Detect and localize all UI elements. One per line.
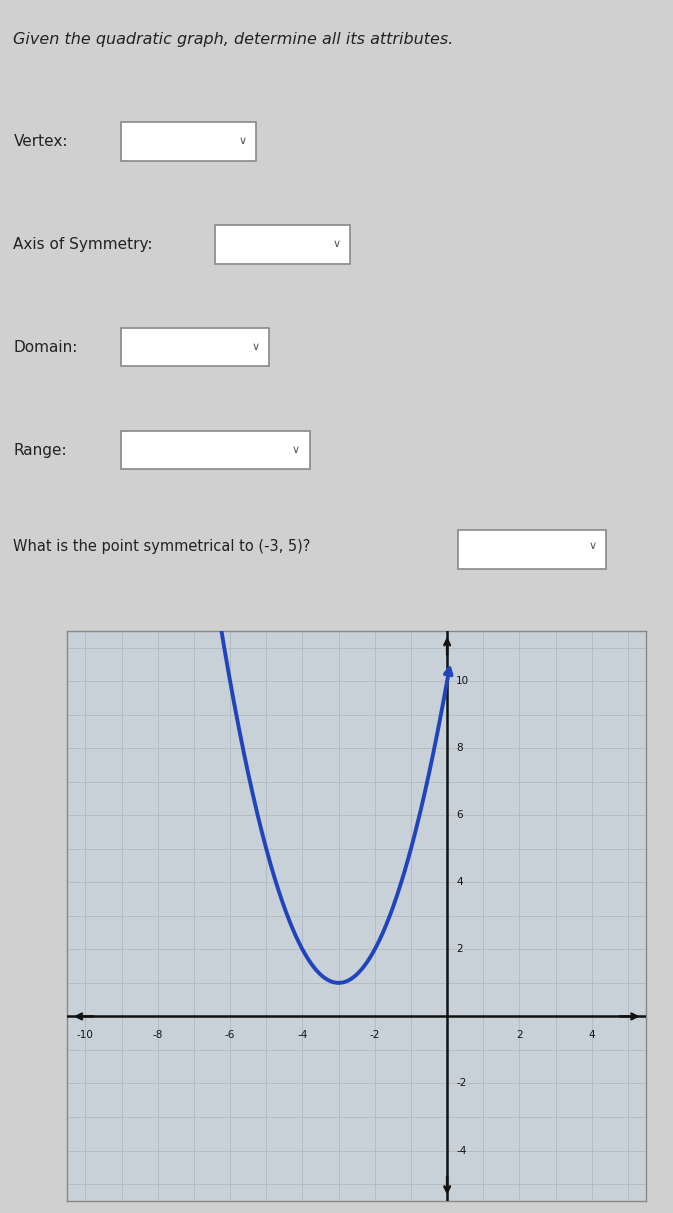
Text: Domain:: Domain: [13,340,78,354]
Text: ∨: ∨ [332,239,341,250]
Bar [458,530,606,569]
Text: 10: 10 [456,676,469,687]
Bar [121,123,256,160]
Bar [215,226,350,263]
Text: -10: -10 [77,1030,94,1040]
Text: 2: 2 [516,1030,523,1040]
Text: 8: 8 [456,744,463,753]
Text: ∨: ∨ [238,136,246,147]
Bar [121,431,310,469]
Text: ∨: ∨ [252,342,260,352]
Text: Axis of Symmetry:: Axis of Symmetry: [13,237,153,252]
Text: -2: -2 [369,1030,380,1040]
Text: What is the point symmetrical to (-3, 5)?: What is the point symmetrical to (-3, 5)… [13,539,311,554]
Bar [121,328,269,366]
Text: ∨: ∨ [292,445,300,455]
Text: -2: -2 [456,1078,466,1088]
Text: -4: -4 [297,1030,308,1040]
Text: -8: -8 [153,1030,163,1040]
Text: ∨: ∨ [588,541,596,552]
Text: 6: 6 [456,810,463,820]
Text: -6: -6 [225,1030,236,1040]
Text: Vertex:: Vertex: [13,133,68,149]
Text: 2: 2 [456,945,463,955]
Text: -4: -4 [456,1145,466,1156]
Text: 4: 4 [588,1030,595,1040]
Text: Range:: Range: [13,443,67,457]
Text: Given the quadratic graph, determine all its attributes.: Given the quadratic graph, determine all… [13,32,454,47]
Text: 4: 4 [456,877,463,887]
